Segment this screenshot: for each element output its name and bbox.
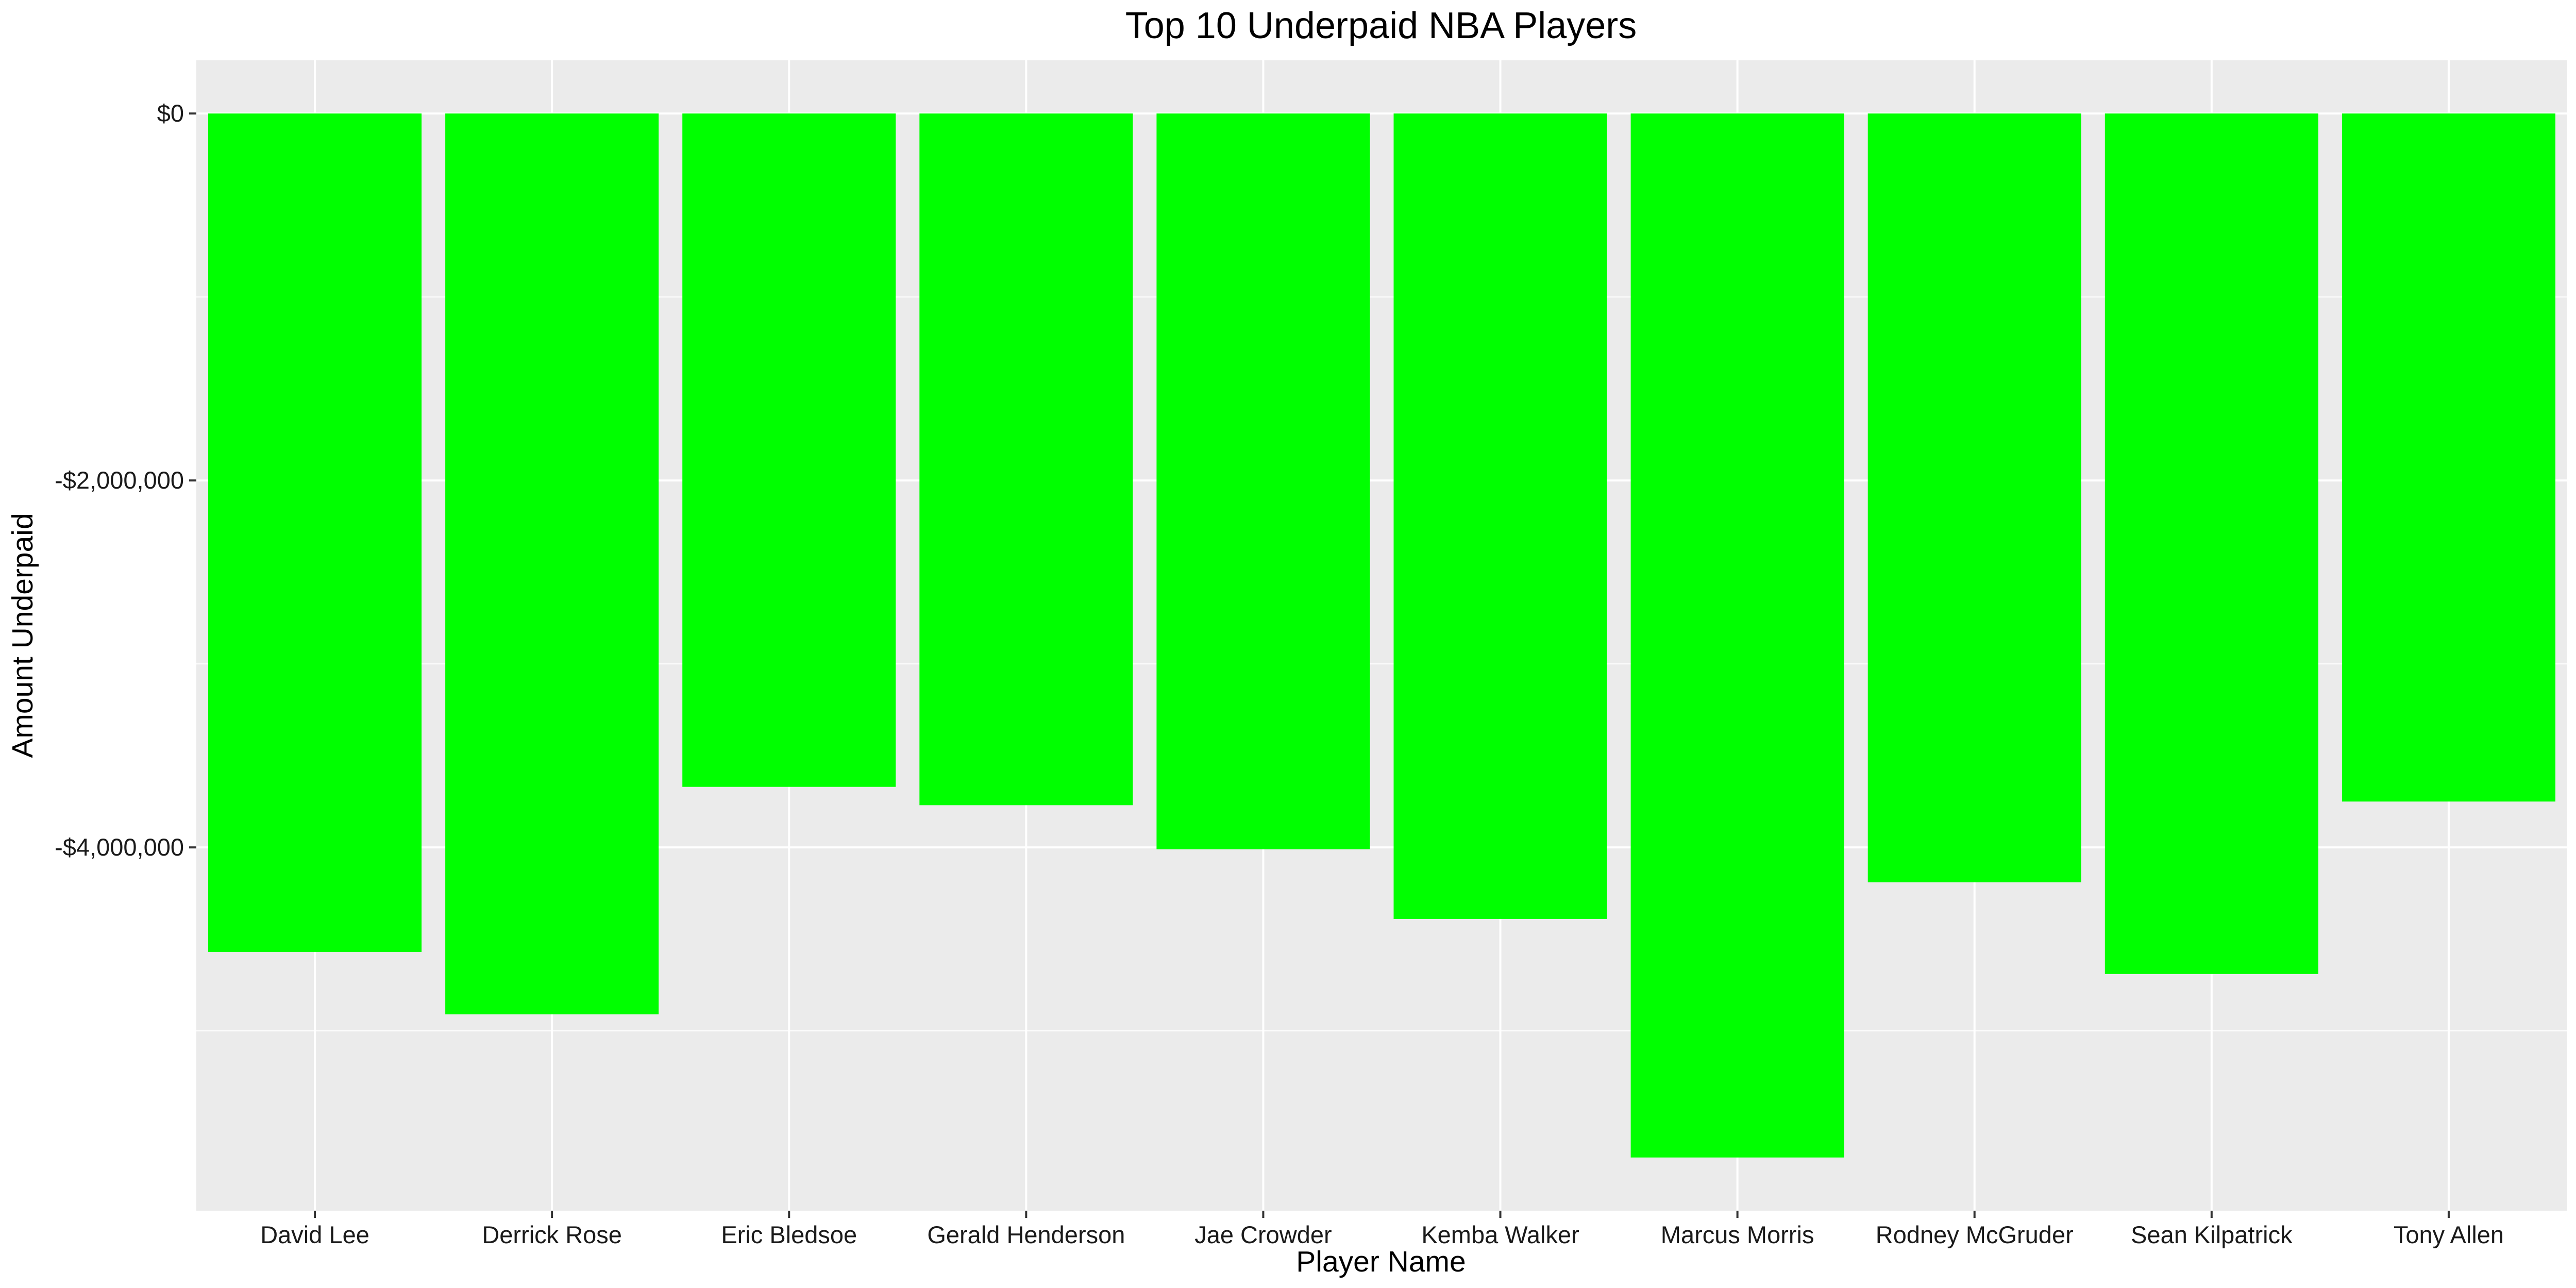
x-tick-label: David Lee <box>260 1221 369 1248</box>
x-tick-label: Jae Crowder <box>1194 1221 1332 1248</box>
x-tick-label: Rodney McGruder <box>1876 1221 2074 1248</box>
chart-title: Top 10 Underpaid NBA Players <box>1125 5 1637 46</box>
bar-sean-kilpatrick <box>2104 113 2318 974</box>
y-tick-label: $0 <box>157 99 184 127</box>
bar-jae-crowder <box>1156 113 1370 849</box>
x-tick-label: Eric Bledsoe <box>721 1221 857 1248</box>
bar-rodney-mcgruder <box>1867 113 2081 882</box>
y-tick-label: -$2,000,000 <box>55 466 184 494</box>
bar-eric-bledsoe <box>682 113 896 787</box>
y-axis: $0 -$2,000,000 -$4,000,000 <box>55 99 196 861</box>
x-tick-label: Kemba Walker <box>1421 1221 1579 1248</box>
x-axis: David Lee Derrick Rose Eric Bledsoe Gerald … <box>260 1211 2504 1248</box>
x-tick-label: Derrick Rose <box>482 1221 622 1248</box>
bar-tony-allen <box>2342 113 2555 802</box>
bar-david-lee <box>208 113 422 952</box>
bar-kemba-walker <box>1393 113 1607 919</box>
x-tick-label: Marcus Morris <box>1661 1221 1814 1248</box>
y-axis-title: Amount Underpaid <box>6 513 39 758</box>
bar-marcus-morris <box>1630 113 1844 1158</box>
bars <box>208 113 2555 1158</box>
x-tick-label: Sean Kilpatrick <box>2131 1221 2293 1248</box>
y-tick-label: -$4,000,000 <box>55 833 184 861</box>
x-axis-title: Player Name <box>1296 1245 1466 1278</box>
bar-gerald-henderson <box>919 113 1133 806</box>
x-tick-label: Tony Allen <box>2394 1221 2504 1248</box>
bar-derrick-rose <box>445 113 659 1015</box>
x-tick-label: Gerald Henderson <box>927 1221 1125 1248</box>
